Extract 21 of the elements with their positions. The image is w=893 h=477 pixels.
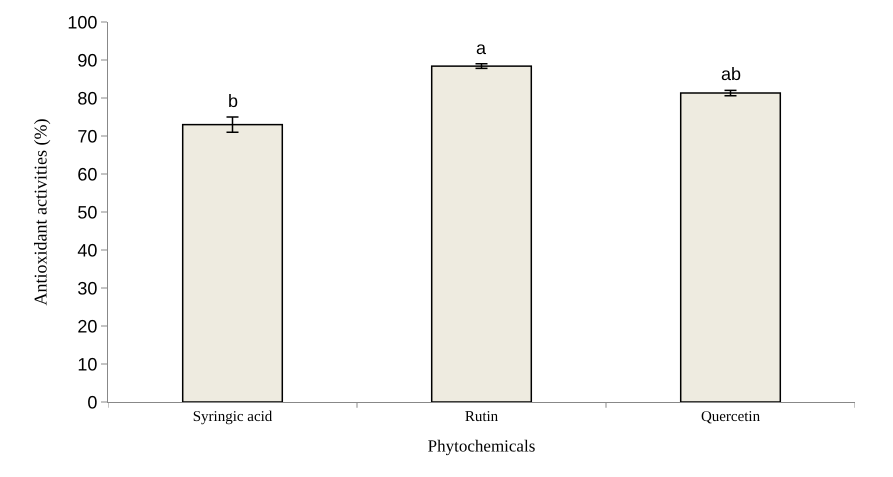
y-tick-label: 70 [77, 126, 98, 146]
y-tick-label: 60 [77, 164, 98, 184]
bar [680, 92, 782, 402]
y-tick-label: 100 [67, 12, 98, 32]
y-tick-label: 50 [77, 202, 98, 222]
y-tick-label: 90 [77, 50, 98, 70]
y-tick-label: 40 [77, 240, 98, 260]
y-tick-label: 80 [77, 88, 98, 108]
annotation: b [228, 91, 238, 111]
y-axis-title: Antioxidant activities (%) [30, 118, 51, 306]
x-tick-label: Syringic acid [192, 409, 273, 425]
y-tick-label: 30 [77, 278, 98, 298]
bar [430, 65, 532, 402]
y-tick-label: 10 [77, 354, 98, 374]
y-tick-label: 20 [77, 316, 98, 336]
x-tick-label: Quercetin [700, 409, 761, 425]
annotation: ab [721, 64, 742, 84]
y-tick-label: 0 [87, 392, 98, 412]
annotation: a [476, 38, 487, 58]
x-tick-label: Rutin [464, 409, 499, 425]
x-axis-title: Phytochemicals [428, 436, 536, 456]
